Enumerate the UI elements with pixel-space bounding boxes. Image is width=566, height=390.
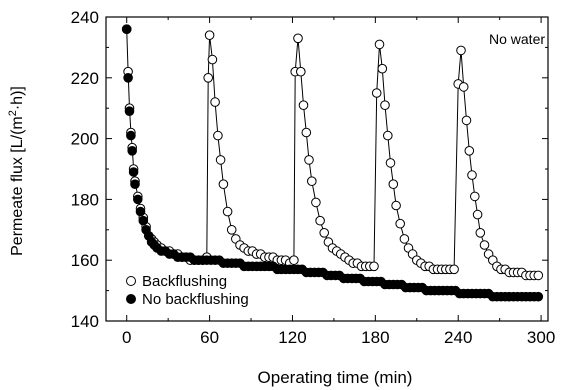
point-backflushing-100 — [467, 170, 477, 180]
point-backflushing-82 — [399, 234, 410, 244]
point-backflushing-98 — [461, 115, 472, 126]
y-tick-label-160: 160 — [71, 251, 99, 270]
point-backflushing-76 — [380, 100, 390, 110]
point-backflushing-60 — [319, 228, 330, 238]
legend-label-no-backflushing: No backflushing — [142, 291, 249, 308]
point-no-backflushing-1 — [123, 73, 133, 83]
legend-label-backflushing: Backflushing — [142, 273, 227, 290]
y-tick-label-140: 140 — [71, 312, 99, 331]
point-backflushing-96 — [456, 45, 466, 56]
point-no-backflushing-6 — [130, 179, 140, 189]
axes: 0 60 120 180 240 300 140 160 180 200 220 240 — [71, 8, 556, 347]
legend: Backflushing No backflushing — [126, 273, 249, 308]
point-backflushing-34 — [222, 206, 233, 217]
point-backflushing-94 — [449, 264, 459, 275]
point-backflushing-59 — [315, 215, 325, 226]
y-axis-label-main: Permeate flux [L/(m — [9, 116, 26, 256]
y-tick-label-200: 200 — [71, 130, 99, 149]
x-tick-label-300: 300 — [527, 328, 555, 347]
point-backflushing-102 — [472, 209, 483, 220]
point-backflushing-52 — [293, 33, 303, 44]
point-no-backflushing-5 — [128, 167, 139, 177]
point-backflushing-104 — [479, 240, 490, 250]
y-axis-label-end: ·h)] — [9, 86, 26, 110]
point-backflushing-30 — [210, 97, 220, 107]
x-tick-label-240: 240 — [444, 328, 472, 347]
series-line-backflushing — [126, 29, 539, 276]
point-backflushing-97 — [458, 82, 469, 92]
point-no-backflushing-4 — [127, 146, 137, 156]
point-backflushing-117 — [533, 270, 544, 281]
x-axis-label: Operating time (min) — [258, 368, 413, 387]
point-no-backflushing-7 — [133, 194, 143, 205]
point-backflushing-29 — [207, 54, 218, 65]
legend-marker-no-backflushing — [126, 294, 136, 304]
point-no-backflushing-8 — [135, 206, 146, 217]
x-tick-label-120: 120 — [278, 328, 306, 347]
point-backflushing-55 — [301, 127, 312, 138]
y-tick-label-220: 220 — [71, 69, 99, 88]
point-backflushing-73 — [371, 88, 382, 98]
point-backflushing-103 — [475, 228, 486, 238]
legend-marker-backflushing — [126, 276, 136, 286]
point-backflushing-75 — [377, 63, 388, 74]
point-backflushing-79 — [388, 179, 399, 189]
point-backflushing-74 — [374, 39, 385, 50]
point-backflushing-58 — [311, 197, 321, 208]
y-tick-label-240: 240 — [71, 8, 99, 27]
point-backflushing-54 — [298, 100, 309, 110]
point-no-backflushing-3 — [126, 130, 136, 141]
point-backflushing-81 — [395, 218, 406, 229]
point-backflushing-50 — [289, 255, 299, 266]
point-backflushing-27 — [203, 73, 213, 83]
point-no-backflushing-106 — [533, 291, 544, 302]
point-backflushing-33 — [218, 179, 229, 189]
point-backflushing-78 — [385, 158, 396, 168]
point-backflushing-32 — [215, 155, 226, 165]
series-layer — [121, 24, 544, 302]
series-backflushing — [121, 24, 544, 281]
point-backflushing-57 — [307, 176, 317, 186]
y-axis-label: Permeate flux [L/(m2·h)] — [7, 86, 26, 256]
annotation-no-water: No water — [489, 31, 545, 47]
point-backflushing-80 — [391, 200, 401, 211]
y-tick-label-180: 180 — [71, 190, 99, 209]
point-backflushing-53 — [296, 66, 306, 77]
series-no-backflushing — [121, 24, 544, 302]
point-backflushing-28 — [204, 30, 215, 41]
point-backflushing-77 — [383, 130, 393, 141]
point-backflushing-56 — [304, 155, 314, 165]
x-tick-label-180: 180 — [361, 328, 389, 347]
point-backflushing-31 — [213, 130, 223, 141]
y-axis-label-sup: 2 — [7, 110, 19, 116]
point-backflushing-99 — [464, 146, 475, 156]
x-tick-label-60: 60 — [200, 328, 219, 347]
point-backflushing-35 — [226, 225, 237, 235]
point-no-backflushing-9 — [138, 215, 149, 226]
point-no-backflushing-0 — [121, 24, 132, 35]
point-backflushing-72 — [369, 261, 379, 272]
x-tick-label-0: 0 — [122, 328, 131, 347]
point-no-backflushing-2 — [124, 106, 135, 116]
point-backflushing-101 — [470, 191, 480, 202]
